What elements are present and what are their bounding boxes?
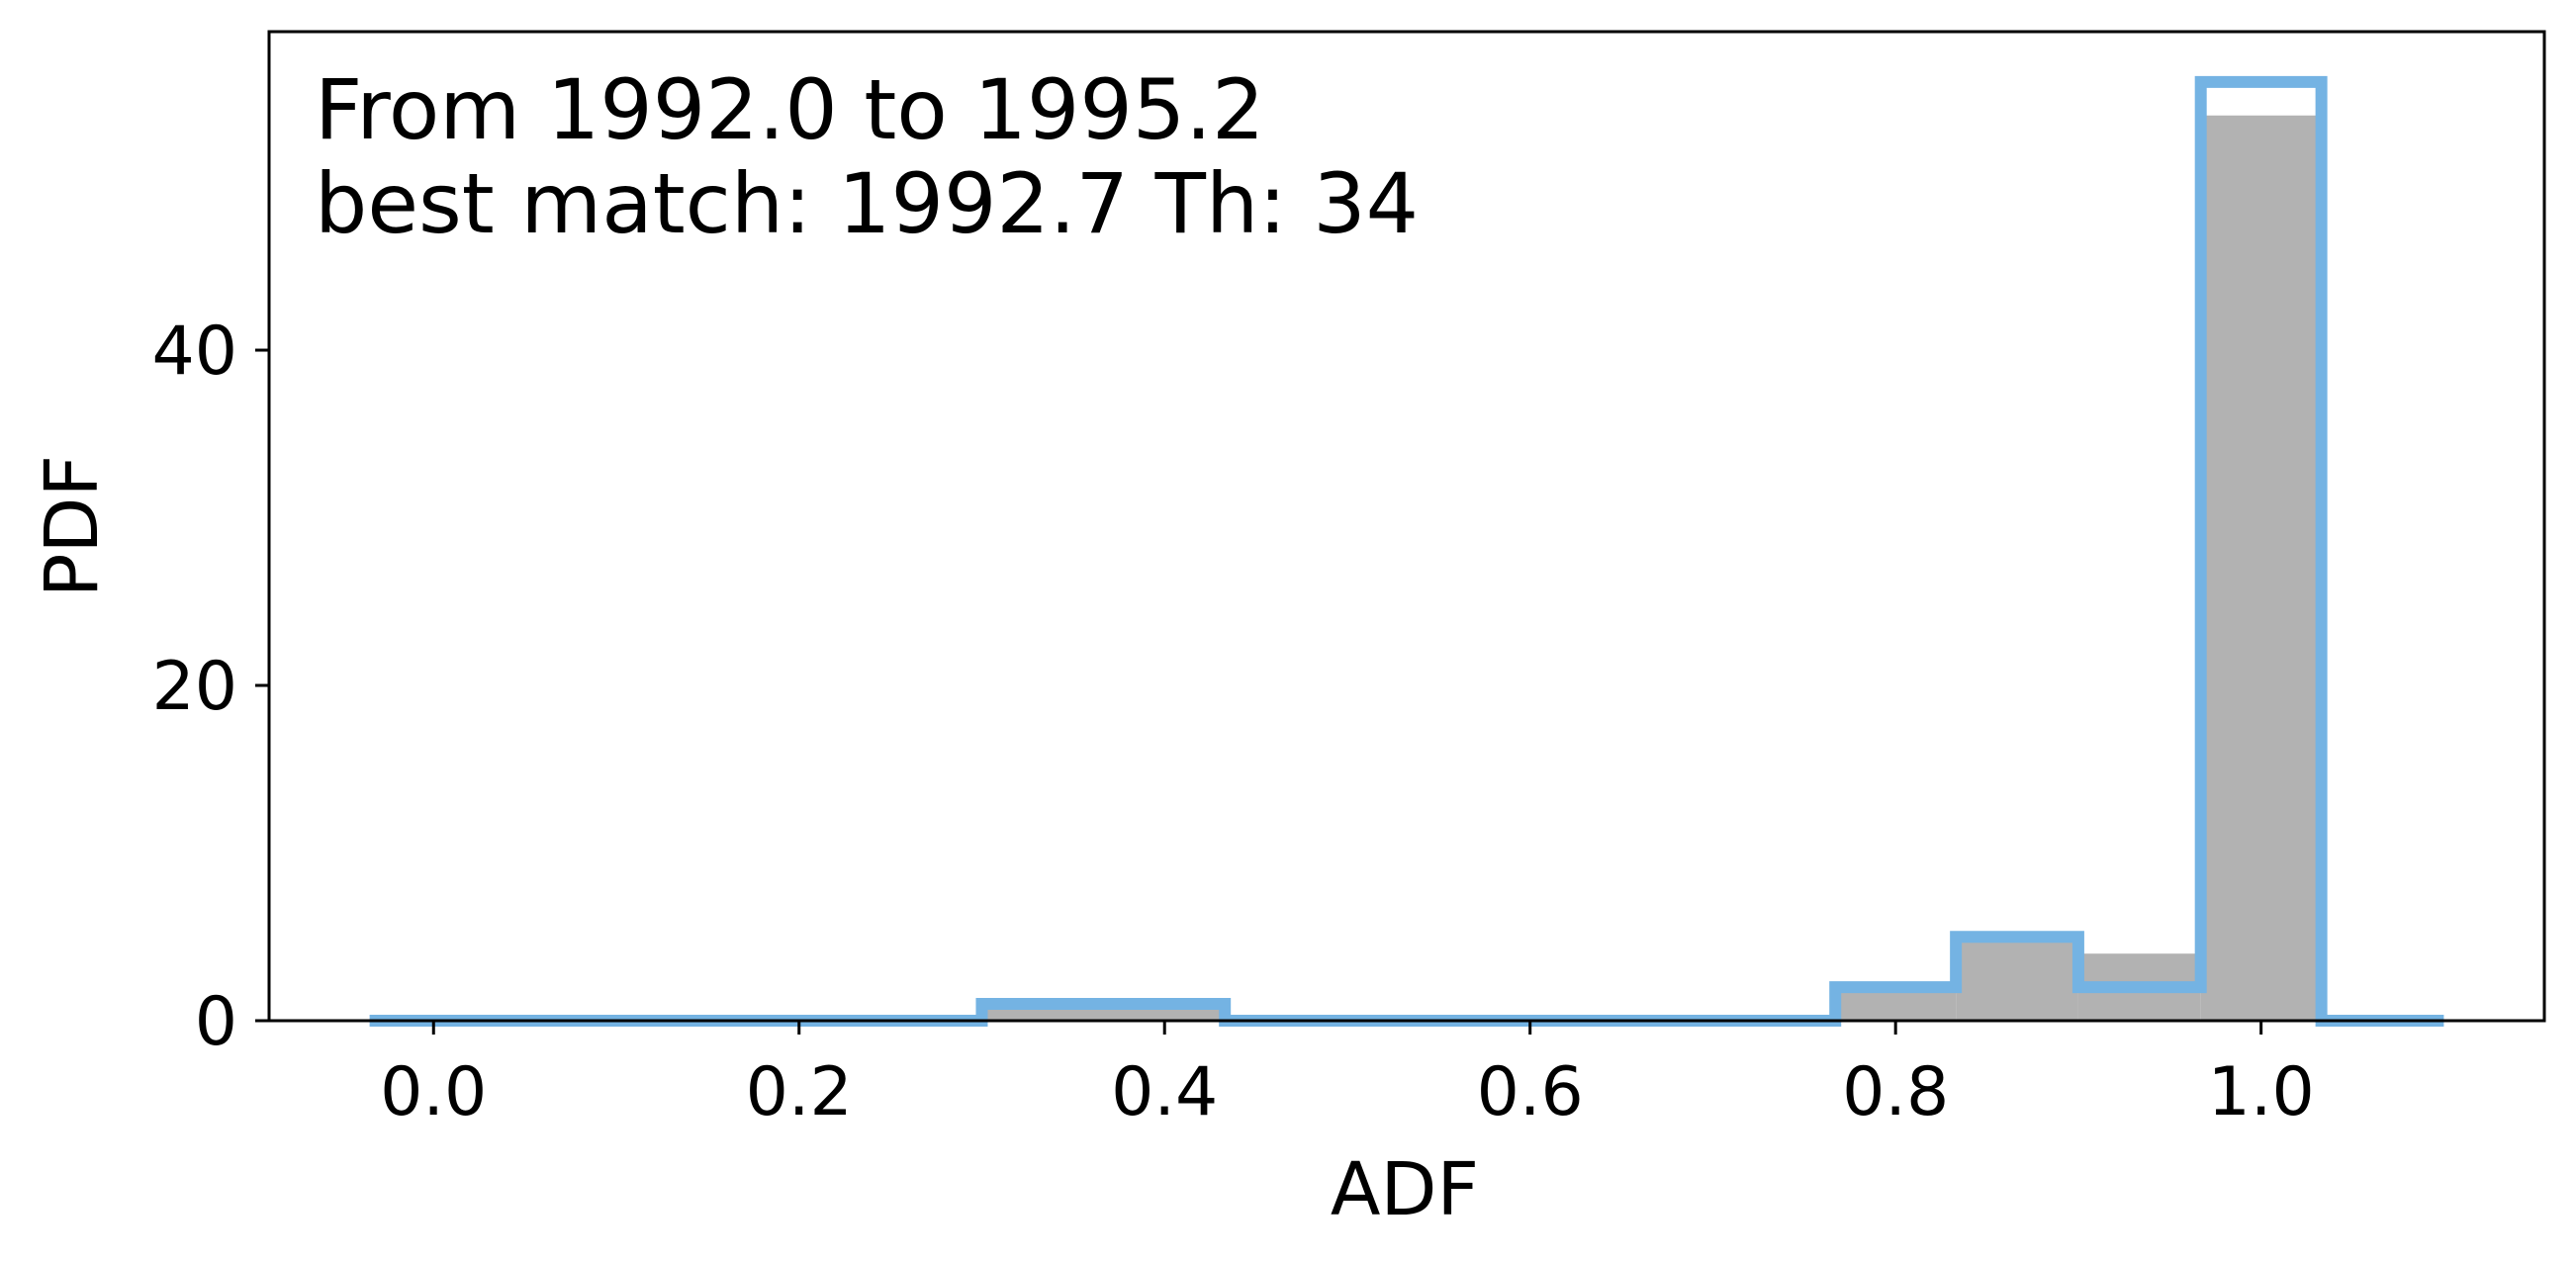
x-tick-label-0: 0.0 [380, 1053, 487, 1131]
annotation-date-range: From 1992.0 to 1995.2 [315, 61, 1264, 158]
gray-bar-2 [1956, 942, 2078, 1021]
x-tick-label-2: 0.4 [1111, 1053, 1218, 1131]
filled-histogram-bars [981, 115, 2322, 1021]
y-tick-label-2: 40 [151, 313, 237, 391]
x-tick-label-3: 0.6 [1477, 1053, 1584, 1131]
blue-step-histogram-line [369, 75, 2444, 1027]
x-tick-label-5: 1.0 [2208, 1053, 2315, 1131]
annotation-best-match: best match: 1992.7 Th: 34 [315, 155, 1419, 252]
x-tick-label-1: 0.2 [746, 1053, 853, 1131]
y-axis-label: PDF [30, 455, 115, 597]
x-tick-label-4: 0.8 [1842, 1053, 1949, 1131]
x-axis-label: ADF [1331, 1147, 1479, 1232]
gray-bar-4 [2200, 115, 2322, 1021]
y-axis-ticks: 0 20 40 [151, 313, 269, 1061]
y-tick-label-0: 0 [195, 983, 237, 1061]
y-tick-label-1: 20 [151, 648, 237, 726]
x-axis-ticks: 0.0 0.2 0.4 0.6 0.8 1.0 [380, 1021, 2315, 1131]
plot-area-frame [267, 30, 2546, 1023]
